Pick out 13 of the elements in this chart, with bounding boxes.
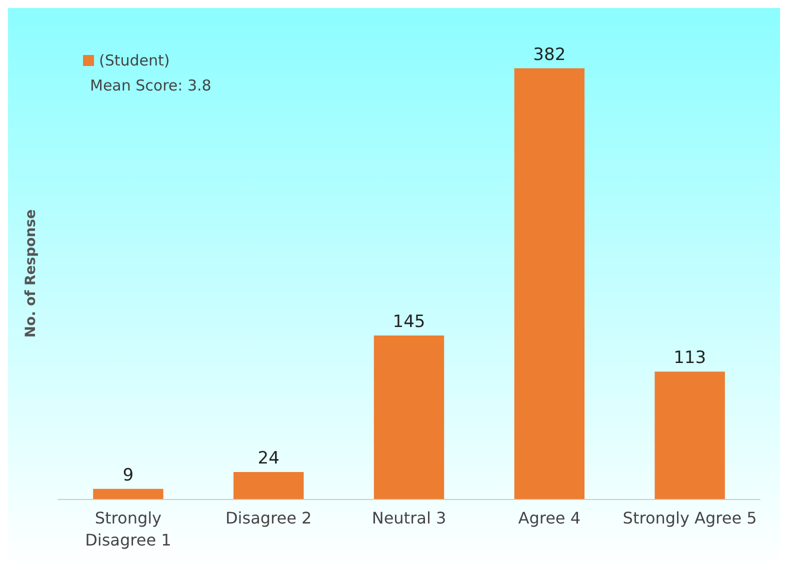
y-axis-title: No. of Response	[23, 209, 39, 338]
data-label: 382	[533, 44, 566, 65]
data-label: 145	[392, 312, 426, 332]
data-label: 9	[122, 465, 134, 486]
x-tick-label: Strongly Disagree 1	[85, 508, 172, 550]
x-tick-label: Agree 4	[518, 508, 581, 528]
data-label: 24	[258, 448, 280, 468]
legend-label: (Student)	[99, 52, 170, 70]
x-tick-label: Neutral 3	[372, 508, 446, 528]
data-label: 113	[674, 348, 706, 368]
x-tick-label: Disagree 2	[225, 508, 312, 528]
annotation: Mean Score: 3.8	[90, 76, 212, 94]
x-tick-label: Strongly Agree 5	[622, 508, 757, 528]
